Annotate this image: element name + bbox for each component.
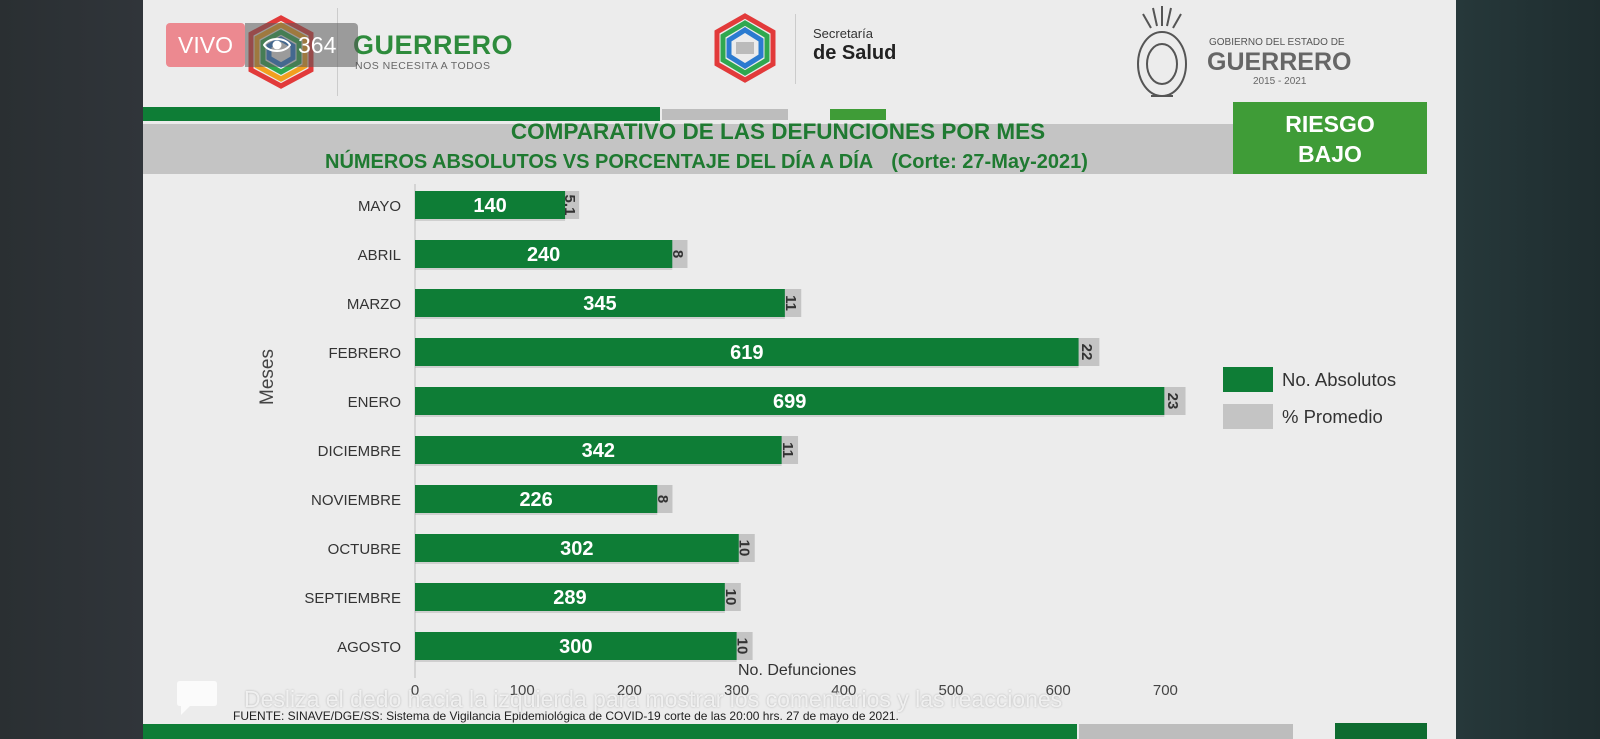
guerrero-tagline: NOS NECESITA A TODOS: [355, 60, 491, 72]
header-stripe-lime: [830, 109, 886, 120]
x-tick-label: 500: [938, 682, 963, 699]
percent-label: 8: [654, 495, 671, 503]
y-axis-title: Meses: [257, 349, 278, 405]
category-label: FEBRERO: [328, 345, 401, 362]
bar-absolutos: [415, 191, 566, 219]
guerrero-wordmark: GUERRERO: [353, 30, 514, 60]
percent-label: 8: [669, 250, 686, 258]
secretaria-salud-logo-icon: [714, 13, 776, 83]
x-tick-label: 700: [1153, 682, 1178, 699]
chart-subtitle-line: NÚMEROS ABSOLUTOS VS PORCENTAJE DEL DÍA …: [325, 151, 1088, 174]
percent-label: 11: [779, 442, 796, 458]
x-axis-title: No. Defunciones: [738, 662, 857, 679]
bar-value-label: 289: [553, 587, 586, 609]
percent-label: 22: [1078, 344, 1095, 361]
chart-title: COMPARATIVO DE LAS DEFUNCIONES POR MES: [510, 119, 1046, 144]
x-tick-label: 200: [617, 682, 642, 699]
secretaria-label: Secretaría: [813, 26, 873, 41]
chart-subtitle: NÚMEROS ABSOLUTOS VS PORCENTAJE DEL DÍA …: [325, 151, 874, 173]
percent-label: 23: [1164, 393, 1181, 410]
percent-label: 11: [782, 295, 799, 311]
risk-badge: RIESGO BAJO: [1233, 102, 1427, 174]
video-frame[interactable]: GUERRERO NOS NECESITA A TODOS Secretaría…: [143, 0, 1456, 739]
bar-value-label: 300: [559, 636, 592, 658]
background-right: [1456, 0, 1600, 739]
legend-swatch-absolutos: [1223, 367, 1273, 392]
live-badge: VIVO: [166, 23, 245, 67]
viewer-count: 364: [245, 23, 358, 67]
percent-label: 5.1: [561, 195, 578, 216]
bar-absolutos: [415, 534, 739, 562]
category-label: ENERO: [348, 394, 401, 411]
risk-line1: RIESGO: [1285, 111, 1375, 137]
bar-absolutos: [415, 338, 1079, 366]
comment-icon[interactable]: [176, 679, 218, 717]
bar-absolutos: [415, 632, 737, 660]
bar-absolutos: [415, 240, 673, 268]
footer-stripe-dark: [1335, 723, 1427, 739]
footer-stripe-green: [143, 724, 1077, 739]
bar-value-label: 345: [583, 293, 616, 315]
bar-value-label: 140: [473, 195, 506, 217]
bar-value-label: 226: [519, 489, 552, 511]
title-band: [143, 124, 1233, 174]
legend-label-promedio: % Promedio: [1282, 406, 1383, 427]
category-label: SEPTIEMBRE: [304, 590, 401, 607]
percent-label: 10: [734, 638, 751, 655]
eye-icon: [263, 38, 291, 52]
bar-absolutos: [415, 387, 1165, 415]
bar-value-label: 699: [773, 391, 806, 413]
bar-value-label: 342: [582, 440, 615, 462]
footer-stripe-gray: [1079, 724, 1293, 739]
category-label: NOVIEMBRE: [311, 492, 401, 509]
x-tick-label: 100: [510, 682, 535, 699]
state-seal-icon: [1137, 6, 1187, 97]
bar-absolutos: [415, 436, 782, 464]
category-label: AGOSTO: [337, 639, 401, 656]
x-tick-label: 300: [724, 682, 749, 699]
cutoff-date: (Corte: 27-May-2021): [891, 151, 1088, 173]
legend-swatch-promedio: [1223, 404, 1273, 429]
bar-absolutos: [415, 485, 658, 513]
gobierno-years: 2015 - 2021: [1253, 76, 1307, 87]
header-stripe-gray: [662, 109, 788, 120]
salud-divider: [795, 14, 796, 84]
category-label: OCTUBRE: [328, 541, 401, 558]
x-tick-label: 400: [831, 682, 856, 699]
category-label: ABRIL: [358, 247, 401, 264]
risk-line2: BAJO: [1298, 141, 1362, 167]
de-salud-label: de Salud: [813, 42, 897, 64]
x-tick-label: 0: [411, 682, 419, 699]
percent-label: 10: [722, 589, 739, 606]
source-note: FUENTE: SINAVE/DGE/SS: Sistema de Vigila…: [233, 709, 899, 723]
category-label: DICIEMBRE: [318, 443, 401, 460]
category-label: MAYO: [358, 198, 401, 215]
gobierno-guerrero-label: GUERRERO: [1207, 48, 1352, 76]
viewer-count-value: 364: [298, 32, 337, 58]
x-tick-label: 600: [1046, 682, 1071, 699]
legend-label-absolutos: No. Absolutos: [1282, 369, 1397, 390]
percent-label: 10: [736, 540, 753, 557]
swipe-hint: Desliza el dedo hacia la izquierda para …: [244, 686, 1063, 712]
background-left: [0, 0, 143, 739]
gobierno-label: GOBIERNO DEL ESTADO DE: [1209, 37, 1345, 48]
deaths-bar-chart: 140 5.1 MAYO 240 8 ABRIL 345 11 MARZO 619 22 FEBRER…: [304, 184, 1186, 699]
bar-value-label: 240: [527, 244, 560, 266]
bar-value-label: 302: [560, 538, 593, 560]
bar-absolutos: [415, 289, 785, 317]
category-label: MARZO: [347, 296, 401, 313]
header-stripe-green: [143, 107, 660, 121]
bar-value-label: 619: [730, 342, 763, 364]
bar-absolutos: [415, 583, 725, 611]
